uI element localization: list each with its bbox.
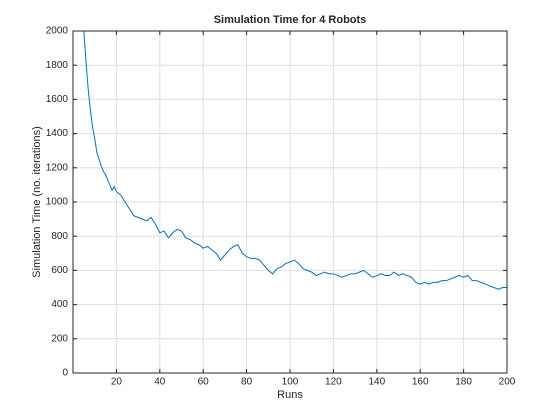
y-tick-label: 1200 bbox=[46, 162, 69, 173]
y-tick-label: 800 bbox=[51, 231, 68, 242]
x-tick-label: 20 bbox=[111, 377, 123, 388]
x-tick-label: 140 bbox=[368, 377, 385, 388]
y-tick-label: 2000 bbox=[46, 26, 69, 37]
y-tick-label: 1400 bbox=[46, 128, 69, 139]
y-tick-label: 200 bbox=[51, 333, 68, 344]
x-axis-label: Runs bbox=[277, 389, 303, 401]
x-tick-label: 180 bbox=[455, 377, 472, 388]
chart-title: Simulation Time for 4 Robots bbox=[214, 14, 367, 26]
y-tick-label: 1600 bbox=[46, 94, 69, 105]
x-tick-label: 60 bbox=[198, 377, 210, 388]
y-tick-label: 1800 bbox=[46, 60, 69, 71]
x-tick-label: 100 bbox=[282, 377, 299, 388]
x-tick-label: 160 bbox=[412, 377, 429, 388]
y-tick-label: 1000 bbox=[46, 197, 69, 208]
x-tick-label: 40 bbox=[154, 377, 166, 388]
x-tick-label: 200 bbox=[499, 377, 516, 388]
y-tick-label: 0 bbox=[62, 368, 68, 379]
y-axis-label: Simulation Time (no. iterations) bbox=[31, 126, 43, 278]
y-tick-label: 600 bbox=[51, 265, 68, 276]
data-line bbox=[83, 31, 507, 290]
x-tick-label: 80 bbox=[241, 377, 253, 388]
y-tick-label: 400 bbox=[51, 299, 68, 310]
x-tick-label: 120 bbox=[325, 377, 342, 388]
